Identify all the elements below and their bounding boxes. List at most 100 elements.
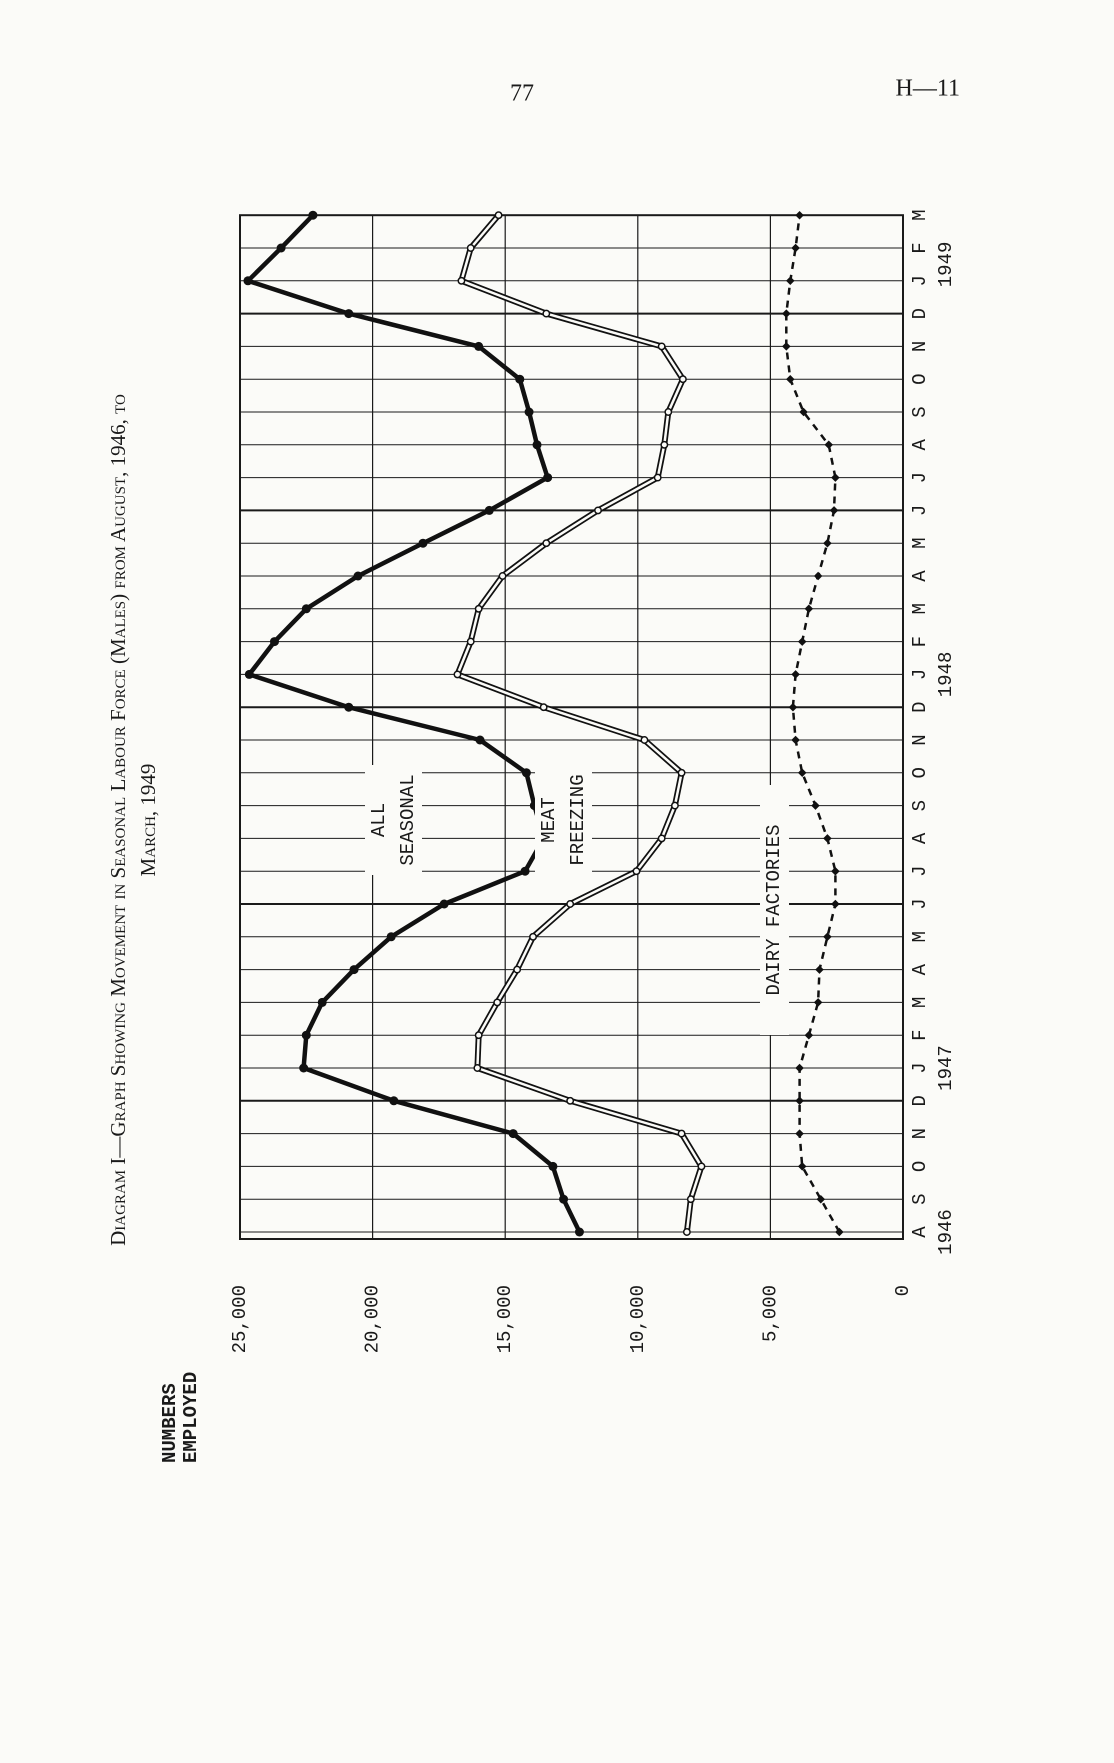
point [269,637,279,647]
point [474,341,484,351]
point [823,932,832,942]
point [543,473,553,483]
chart: Diagram I—Graph Showing Movement in Seas… [106,209,957,1463]
point [632,867,641,876]
y-axis-label: NUMBERS EMPLOYED [160,1371,202,1463]
point [299,1063,309,1073]
point [829,506,839,515]
y-tick-label: 10,000 [627,1285,649,1353]
x-tick-label: J [909,505,931,516]
point [498,572,507,580]
point [653,473,662,482]
point [566,900,575,908]
point [529,932,537,941]
y-tick-label: 15,000 [494,1285,516,1353]
point [835,1227,844,1237]
series-label-box: DAIRY FACTORIES [760,785,789,1035]
point [548,1161,558,1171]
point [813,571,823,581]
point [353,571,363,581]
point [474,1031,483,1040]
x-tick-label: A [909,439,931,451]
point [574,1227,584,1237]
y-tick-label: 5,000 [759,1285,781,1342]
point [474,604,483,613]
x-tick-label: A [909,963,931,975]
point [824,440,833,450]
point [786,374,795,384]
year-label: 1949 [935,242,957,288]
point [791,735,800,745]
series-label: DAIRY FACTORIES [760,785,789,1035]
x-tick-label: M [909,603,931,614]
point [795,1129,804,1138]
point [349,965,359,975]
point [386,932,396,942]
point [439,899,449,909]
x-tick-label: M [909,209,931,220]
x-tick-label: S [909,800,931,811]
point [804,1030,814,1040]
point [453,670,462,679]
point [389,1096,399,1106]
point [797,1162,807,1171]
point [697,1162,706,1171]
point [816,1194,826,1204]
x-tick-label: D [909,308,931,319]
x-tick-label: N [909,341,931,352]
point [559,1194,569,1204]
point [657,834,666,843]
year-label: 1947 [935,1045,957,1091]
x-tick-label: O [909,373,931,384]
point [524,407,534,417]
point [795,1063,804,1073]
point [670,801,679,810]
x-tick-label: S [909,406,931,417]
point [532,440,542,450]
x-tick-label: J [909,472,931,483]
point [831,899,840,909]
y-tick-label: 25,000 [229,1285,251,1353]
point [815,965,824,974]
y-tick-label: 20,000 [362,1285,384,1353]
point [494,211,503,220]
x-tick-label: M [909,997,931,1008]
point [788,702,798,712]
point [640,736,649,744]
x-tick-label: F [909,1029,931,1040]
series-label-box: MEAT FREEZING [535,765,592,875]
series-label: ALL SEASONAL [365,765,422,875]
point [475,735,485,745]
chart-title: Diagram I—Graph Showing Movement in Seas… [106,394,130,1246]
series-line [245,213,582,1233]
x-tick-label: J [909,275,931,286]
point [276,243,286,253]
point [344,702,354,712]
page-reference: H—11 [896,76,960,102]
x-tick-label: O [909,1161,931,1172]
x-tick-label: J [909,898,931,909]
series-line-inner [456,214,703,1233]
point [657,342,666,351]
year-label: 1946 [935,1209,957,1255]
x-tick-label: M [909,537,931,548]
year-label: 1948 [935,652,957,698]
point [243,276,253,286]
point [317,997,327,1007]
x-tick-label: S [909,1193,931,1204]
point [823,834,832,843]
point [811,801,820,810]
point [804,604,814,614]
x-tick-label: A [909,832,931,844]
x-tick-label: D [909,701,931,712]
point [782,342,791,351]
point [466,244,475,252]
point [686,1195,695,1204]
point [418,538,428,548]
point [301,604,311,614]
point [466,637,475,646]
x-tick-label: F [909,242,931,253]
point [782,309,791,318]
point [513,965,522,974]
